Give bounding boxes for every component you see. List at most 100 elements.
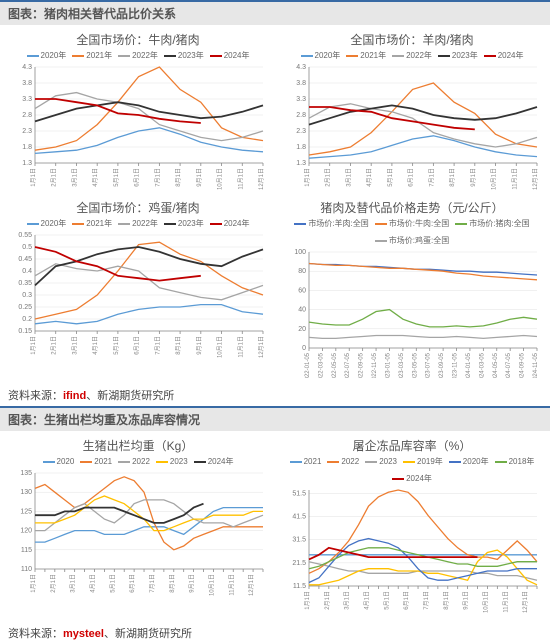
- svg-text:10月1日: 10月1日: [217, 336, 224, 358]
- chart_weight-legend-item: 2023: [156, 456, 188, 467]
- svg-text:115: 115: [21, 547, 32, 554]
- svg-text:0.4: 0.4: [22, 268, 32, 275]
- svg-text:11月1日: 11月1日: [502, 591, 509, 613]
- svg-text:0.55: 0.55: [18, 232, 32, 239]
- chart_mutton-svg: 1.31.82.32.83.33.84.31月1日2月1日3月1日4月1日5月1…: [283, 63, 541, 193]
- svg-text:5月1日: 5月1日: [383, 591, 390, 610]
- svg-text:2024-01-05: 2024-01-05: [466, 352, 472, 378]
- svg-text:40: 40: [298, 307, 306, 314]
- chart_weight-legend-item: 2022: [118, 456, 150, 467]
- chart_egg-series-2020: [35, 305, 263, 324]
- svg-text:3月1日: 3月1日: [71, 336, 78, 355]
- svg-text:0.5: 0.5: [22, 244, 32, 251]
- chart_mutton-title: 全国市场价：羊肉/猪肉: [350, 31, 473, 48]
- svg-text:1月1日: 1月1日: [30, 574, 37, 593]
- svg-text:11月1日: 11月1日: [237, 168, 244, 190]
- svg-text:3.8: 3.8: [296, 80, 306, 87]
- svg-text:7月1日: 7月1日: [149, 574, 156, 593]
- source-1-emph: ifind: [63, 390, 86, 402]
- svg-text:2022-07-05: 2022-07-05: [345, 352, 351, 378]
- svg-text:2023-05-05: 2023-05-05: [412, 352, 418, 378]
- svg-text:110: 110: [21, 566, 32, 573]
- chart_mutton-series-2021: [309, 83, 537, 155]
- svg-text:3月1日: 3月1日: [345, 168, 352, 187]
- chart_mutton-legend-item: 2024年: [484, 50, 524, 61]
- svg-text:2.8: 2.8: [296, 112, 306, 119]
- chart_mutton-series-2022: [309, 104, 537, 147]
- chart_cold-legend: 2021202220232019年2020年2018年2024年: [278, 456, 546, 484]
- panel1-charts: 全国市场价：牛肉/猪肉2020年2021年2022年2023年2024年1.31…: [0, 25, 550, 384]
- chart_beef-legend-item: 2020年: [27, 50, 67, 61]
- svg-text:4.3: 4.3: [296, 64, 306, 71]
- svg-text:5月1日: 5月1日: [109, 574, 116, 593]
- svg-text:4月1日: 4月1日: [366, 168, 373, 187]
- chart_egg-legend-item: 2024年: [210, 218, 250, 229]
- chart_beef-legend-item: 2024年: [210, 50, 250, 61]
- svg-text:9月1日: 9月1日: [196, 168, 203, 187]
- panel1-header: 图表：猪肉相关替代品比价关系: [0, 0, 550, 25]
- chart_weight-legend-item: 2024年: [194, 456, 234, 467]
- svg-text:6月1日: 6月1日: [403, 591, 410, 610]
- chart_prices-title: 猪肉及替代品价格走势（元/公斤）: [320, 199, 503, 216]
- svg-text:3.3: 3.3: [22, 96, 32, 103]
- svg-text:9月1日: 9月1日: [189, 574, 196, 593]
- svg-text:2月1日: 2月1日: [51, 336, 58, 355]
- chart_weight-legend-item: 2021: [80, 456, 112, 467]
- source-1-label: 资料来源：: [8, 390, 63, 402]
- chart_prices-legend-item: 市场价:羊肉:全国: [294, 218, 368, 229]
- svg-text:8月1日: 8月1日: [169, 574, 176, 593]
- svg-text:1.8: 1.8: [296, 144, 306, 151]
- chart_egg-legend-item: 2023年: [164, 218, 204, 229]
- chart_weight-series-2021: [35, 477, 263, 550]
- chart_cold-legend-item: 2020年: [449, 456, 489, 467]
- svg-text:1.3: 1.3: [22, 160, 32, 167]
- chart_beef-legend-item: 2023年: [164, 50, 204, 61]
- chart_cold-legend-item: 2022: [327, 456, 359, 467]
- chart-mutton: 全国市场价：羊肉/猪肉2020年2021年2022年2023年2024年1.31…: [278, 31, 546, 193]
- svg-text:130: 130: [20, 489, 32, 496]
- source-2-emph: mysteel: [63, 628, 104, 640]
- svg-text:120: 120: [20, 528, 32, 535]
- svg-text:60: 60: [298, 287, 306, 294]
- chart_weight-svg: 1101151201251301351月1日2月1日3月1日4月1日5月1日6月…: [9, 469, 267, 599]
- svg-text:11月1日: 11月1日: [237, 336, 244, 358]
- chart_cold-legend-item: 2024年: [392, 473, 432, 484]
- chart_beef-legend-item: 2021年: [72, 50, 112, 61]
- chart_prices-legend-item: 市场价:鸡蛋:全国: [375, 235, 449, 246]
- svg-text:2月1日: 2月1日: [50, 574, 57, 593]
- svg-text:80: 80: [298, 268, 306, 275]
- chart_cold-title: 屠企冻品库容率（%）: [353, 437, 472, 454]
- chart_cold-legend-item: 2021: [290, 456, 322, 467]
- chart_egg-series-2022: [35, 264, 263, 300]
- svg-text:2.8: 2.8: [22, 112, 32, 119]
- svg-text:10月1日: 10月1日: [208, 574, 215, 596]
- svg-text:12月1日: 12月1日: [532, 168, 539, 190]
- svg-text:2.3: 2.3: [22, 128, 32, 135]
- svg-text:0.15: 0.15: [18, 328, 32, 335]
- svg-text:2022-11-05: 2022-11-05: [372, 352, 378, 378]
- chart_beef-legend-item: 2022年: [118, 50, 158, 61]
- source-1-rest: 、新湖期货研究所: [86, 390, 174, 402]
- svg-text:0.2: 0.2: [22, 316, 32, 323]
- svg-text:6月1日: 6月1日: [134, 168, 141, 187]
- svg-text:1月1日: 1月1日: [30, 336, 37, 355]
- chart-weight: 生猪出栏均重（Kg）20202021202220232024年110115120…: [4, 437, 272, 616]
- svg-text:2023-03-05: 2023-03-05: [399, 352, 405, 378]
- svg-text:12月1日: 12月1日: [522, 591, 529, 613]
- chart_prices-legend: 市场价:羊肉:全国市场价:牛肉:全国市场价:猪肉:全国市场价:鸡蛋:全国: [278, 218, 546, 246]
- chart_cold-legend-item: 2019年: [403, 456, 443, 467]
- svg-text:5月1日: 5月1日: [387, 168, 394, 187]
- chart_mutton-legend-item: 2020年: [301, 50, 341, 61]
- chart-beef: 全国市场价：牛肉/猪肉2020年2021年2022年2023年2024年1.31…: [4, 31, 272, 193]
- svg-text:2023-07-05: 2023-07-05: [426, 352, 432, 378]
- svg-text:135: 135: [20, 470, 32, 477]
- chart_cold-legend-item: 2018年: [495, 456, 535, 467]
- chart-egg: 全国市场价：鸡蛋/猪肉2020年2021年2022年2023年2024年0.15…: [4, 199, 272, 378]
- svg-text:41.5: 41.5: [292, 514, 306, 521]
- svg-text:0.25: 0.25: [18, 304, 32, 311]
- svg-text:125: 125: [20, 508, 32, 515]
- chart_egg-svg: 0.150.20.250.30.350.40.450.50.551月1日2月1日…: [9, 231, 267, 361]
- svg-text:4月1日: 4月1日: [92, 336, 99, 355]
- svg-text:51.5: 51.5: [292, 490, 306, 497]
- source-2-rest: 、新湖期货研究所: [104, 628, 192, 640]
